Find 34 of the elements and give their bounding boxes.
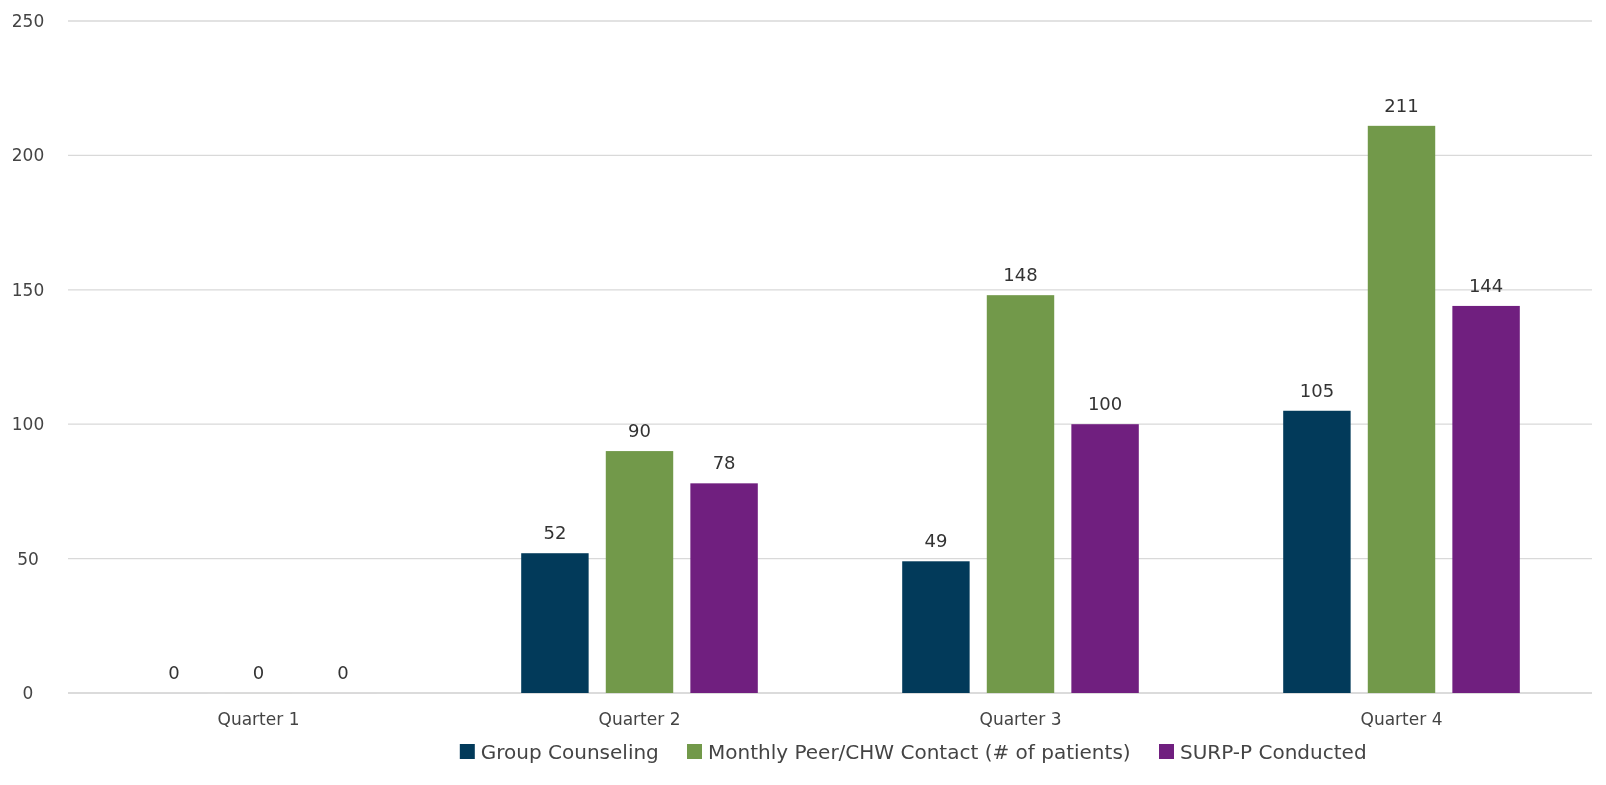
legend-label: Group Counseling	[480, 740, 659, 764]
data-label: 144	[1468, 274, 1504, 296]
bar	[1367, 125, 1436, 693]
data-label: 0	[252, 662, 265, 683]
data-label: 148	[1003, 264, 1038, 286]
y-tick-label: 100	[11, 414, 45, 435]
bar	[986, 295, 1055, 693]
y-tick-label: 200	[11, 145, 45, 166]
x-tick-label: Quarter 2	[598, 709, 681, 729]
bar	[521, 553, 589, 693]
data-label: 211	[1384, 94, 1419, 116]
data-label: 100	[1087, 393, 1123, 415]
legend-label: SURP-P Conducted	[1180, 740, 1367, 764]
data-label: 0	[337, 662, 349, 683]
bar	[902, 561, 970, 693]
bar	[1071, 424, 1139, 693]
data-label: 52	[543, 522, 567, 544]
data-label: 49	[924, 530, 948, 552]
data-label: 0	[168, 662, 180, 683]
data-label: 105	[1299, 379, 1335, 401]
y-tick-label: 250	[11, 11, 45, 31]
data-label: 78	[712, 452, 736, 474]
y-tick-label: 0	[22, 683, 34, 703]
data-label: 90	[628, 420, 651, 442]
bar	[690, 483, 758, 693]
legend-label: Monthly Peer/CHW Contact (# of patients)	[708, 740, 1131, 764]
y-tick-label: 50	[17, 548, 39, 569]
bar	[605, 451, 674, 693]
bar	[1283, 410, 1351, 693]
x-tick-label: Quarter 1	[217, 709, 300, 729]
bar	[1452, 305, 1520, 693]
x-tick-label: Quarter 4	[1360, 709, 1443, 729]
x-tick-label: Quarter 3	[979, 709, 1062, 729]
y-tick-label: 150	[11, 279, 45, 300]
